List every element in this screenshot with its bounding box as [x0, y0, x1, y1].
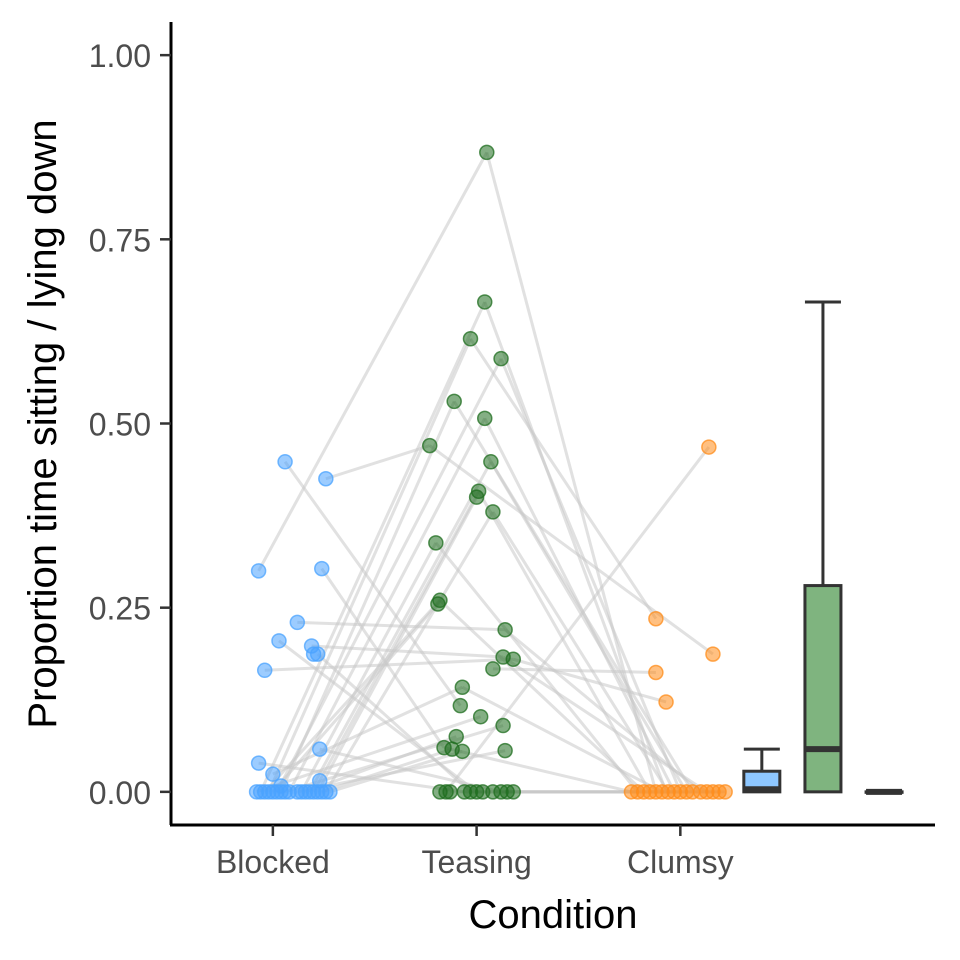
data-point-blocked: [271, 633, 287, 649]
paired-line: [304, 735, 457, 794]
paired-line: [279, 400, 456, 793]
paired-line: [257, 151, 489, 572]
boxplot-box: [803, 584, 843, 794]
data-point-teasing: [493, 350, 509, 367]
data-point-teasing: [479, 144, 495, 161]
paired-line: [438, 599, 645, 793]
boxplot-teasing: [803, 300, 843, 794]
data-point-clumsy: [705, 646, 721, 662]
data-point-teasing: [483, 454, 499, 470]
x-tick-label: Blocked: [216, 844, 330, 880]
data-point-teasing: [446, 393, 462, 410]
data-point-blocked: [318, 471, 334, 487]
boxplot-clumsy: [864, 788, 904, 795]
paired-line: [325, 444, 431, 481]
data-point-clumsy: [648, 664, 664, 681]
data-point-teasing: [485, 661, 501, 677]
data-point-teasing: [452, 697, 469, 714]
paired-lines-layer: [256, 151, 726, 794]
data-point-blocked: [311, 741, 328, 757]
paired-line: [263, 599, 442, 793]
y-axis-label: Proportion time sitting / lying down: [21, 119, 65, 728]
data-point-clumsy: [701, 439, 717, 455]
boxplots-layer: [742, 300, 904, 795]
paired-line: [271, 603, 440, 793]
boxplot-blocked: [742, 747, 782, 794]
data-point-teasing: [421, 437, 438, 454]
data-point-teasing: [505, 784, 522, 800]
y-ticks-layer: 0.00 0.25 0.50 0.75 1.00: [89, 38, 171, 811]
data-point-clumsy: [648, 610, 664, 627]
data-point-teasing: [497, 622, 513, 638]
data-point-teasing: [430, 596, 446, 612]
data-point-teasing: [476, 294, 493, 310]
x-tick-label: Teasing: [421, 844, 531, 880]
paired-line: [489, 461, 688, 793]
data-point-blocked: [250, 563, 267, 579]
x-axis-label: Condition: [468, 893, 637, 937]
data-point-blocked: [314, 560, 330, 577]
data-point-clumsy: [658, 694, 674, 710]
paired-line: [264, 657, 514, 672]
data-point-teasing: [442, 784, 458, 800]
data-point-blocked: [277, 454, 293, 470]
data-point-blocked: [309, 646, 326, 662]
paired-line: [316, 496, 478, 793]
paired-line: [324, 511, 495, 793]
paired-line: [483, 301, 668, 793]
data-point-teasing: [428, 535, 444, 551]
paired-line: [512, 657, 667, 704]
x-tick-label: Clumsy: [627, 844, 734, 880]
data-point-clumsy: [717, 784, 733, 800]
y-tick-label: 0.00: [89, 775, 151, 811]
paired-line: [267, 338, 472, 793]
paired-line: [428, 444, 714, 656]
paired-line: [316, 652, 472, 793]
y-tick-label: 0.50: [89, 407, 151, 443]
data-point-teasing: [485, 504, 501, 520]
paired-line: [483, 417, 676, 793]
paired-line: [469, 337, 658, 620]
y-tick-label: 0.25: [89, 591, 151, 627]
y-tick-label: 1.00: [89, 38, 151, 74]
data-point-blocked: [322, 784, 338, 800]
data-point-teasing: [495, 717, 511, 734]
paired-line: [477, 490, 652, 793]
points-layer: [248, 144, 733, 800]
x-ticks-layer: Blocked Teasing Clumsy: [216, 825, 734, 880]
paired-line: [321, 747, 453, 794]
y-tick-label: 0.75: [89, 222, 151, 258]
paired-line: [308, 461, 493, 793]
data-point-teasing: [462, 331, 479, 347]
data-point-teasing: [476, 410, 493, 427]
paired-line: [444, 446, 711, 793]
paired-line: [259, 301, 487, 793]
data-point-teasing: [472, 708, 489, 725]
paired-line: [502, 655, 708, 794]
paired-line: [499, 358, 682, 793]
paired-line: [256, 715, 482, 794]
data-point-blocked: [250, 755, 267, 771]
data-point-blocked: [256, 662, 273, 679]
data-point-teasing: [468, 489, 485, 505]
data-point-blocked: [265, 766, 281, 782]
data-point-teasing: [497, 742, 513, 759]
data-point-blocked: [289, 614, 306, 631]
paired-line: [461, 685, 663, 794]
data-point-teasing: [505, 651, 522, 667]
data-point-teasing: [454, 679, 471, 695]
data-point-teasing: [454, 743, 471, 760]
